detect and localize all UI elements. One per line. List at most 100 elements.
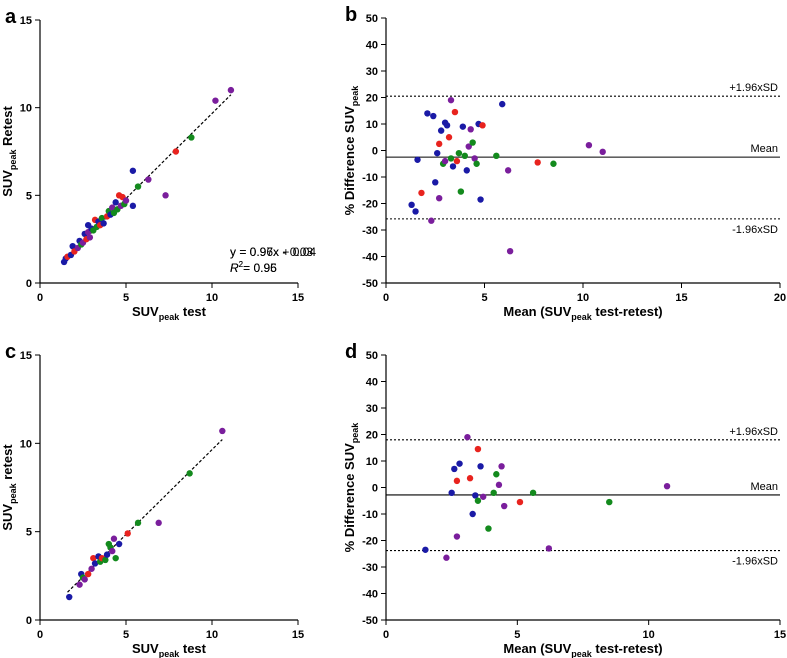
data-point	[463, 167, 470, 174]
y-axis-title: SUVpeak Retest	[0, 106, 18, 197]
data-point	[69, 242, 76, 250]
data-point	[506, 248, 514, 255]
data-point	[435, 140, 443, 148]
data-point	[534, 159, 541, 166]
x-tick-label: 0	[37, 629, 43, 641]
data-point	[109, 204, 116, 211]
y-tick-label: -30	[362, 562, 378, 574]
data-point	[445, 134, 453, 141]
data-point	[424, 110, 431, 117]
x-tick-label: 5	[481, 292, 487, 304]
data-point	[112, 199, 119, 206]
data-point	[453, 157, 461, 165]
y-tick-label: -30	[362, 225, 378, 237]
data-point	[443, 122, 451, 129]
y-tick-label: 10	[20, 103, 32, 115]
data-point	[479, 493, 487, 500]
x-tick-label: 0	[37, 292, 43, 304]
data-point	[448, 489, 455, 496]
x-axis-title: SUVpeak test	[132, 304, 207, 322]
data-point	[599, 148, 606, 156]
y-tick-label: -10	[362, 172, 378, 184]
data-point	[90, 554, 97, 562]
data-point	[449, 163, 457, 170]
upper-limit-label: +1.96xSD	[729, 82, 778, 94]
data-point	[479, 122, 486, 129]
data-point	[477, 196, 484, 203]
data-point	[102, 556, 109, 564]
data-point	[88, 565, 95, 572]
y-tick-label: 0	[372, 146, 378, 158]
data-point	[493, 152, 500, 159]
data-point	[186, 470, 193, 477]
data-point	[219, 427, 226, 435]
data-point	[81, 576, 88, 583]
y-tick-label: 20	[366, 430, 378, 442]
data-point	[414, 156, 421, 163]
data-point	[76, 581, 83, 588]
y-tick-label: 5	[26, 527, 32, 539]
data-point	[461, 152, 468, 159]
y-tick-label: 0	[26, 615, 32, 627]
data-point	[477, 463, 484, 470]
y-tick-label: 40	[366, 377, 378, 389]
data-point	[435, 195, 443, 202]
y-tick-label: 0	[26, 278, 32, 290]
data-point	[437, 127, 445, 134]
data-point	[432, 179, 439, 186]
y-tick-label: 0	[372, 483, 378, 495]
y-axis-title: % Difference SUVpeak	[342, 422, 360, 553]
data-point	[412, 208, 419, 215]
mean-label: Mean	[750, 143, 778, 155]
x-tick-label: 0	[383, 629, 389, 641]
data-point	[498, 463, 505, 470]
data-point	[490, 489, 497, 496]
x-axis-title: SUVpeak test	[132, 641, 207, 658]
lower-limit-label: -1.96xSD	[732, 224, 778, 236]
y-tick-label: 10	[366, 456, 378, 468]
regression-equation: y = 0.96x + 0.04	[230, 245, 316, 259]
data-point	[474, 445, 482, 453]
mean-label: Mean	[750, 481, 778, 493]
data-point	[110, 535, 118, 542]
data-point	[122, 197, 130, 204]
data-point	[408, 201, 415, 209]
data-point	[422, 546, 429, 553]
data-point	[504, 167, 512, 174]
data-point	[447, 96, 455, 104]
data-point	[112, 554, 119, 562]
data-point	[455, 149, 463, 157]
data-point	[428, 217, 435, 224]
data-point	[418, 189, 425, 197]
data-point	[473, 160, 480, 167]
y-tick-label: 20	[366, 93, 378, 105]
data-point	[66, 593, 73, 601]
data-point	[451, 465, 458, 473]
y-tick-label: -20	[362, 199, 378, 211]
y-tick-label: -40	[362, 252, 378, 264]
data-point	[550, 160, 557, 167]
y-tick-label: 5	[26, 190, 32, 202]
data-point	[98, 214, 106, 222]
x-tick-label: 5	[123, 629, 129, 641]
data-point	[451, 108, 459, 116]
data-point	[516, 498, 524, 506]
data-point	[188, 134, 195, 141]
chart-panel-d: d 0 5 10 15 -50 -40 -30 -20 -10 0 10 20 30 40 50 Mean (S…	[342, 341, 786, 658]
data-point	[129, 167, 137, 174]
data-point	[100, 220, 107, 227]
x-axis-title: Mean (SUVpeak test-retest)	[503, 641, 662, 658]
data-point	[155, 519, 162, 527]
x-tick-label: 15	[774, 629, 786, 641]
panel-letter: d	[345, 341, 357, 363]
x-tick-label: 20	[774, 292, 786, 304]
panel-letter: a	[5, 6, 17, 28]
data-point	[227, 86, 235, 94]
data-point	[467, 126, 474, 133]
data-point	[134, 183, 142, 190]
regression-equation: y = 0.97x - 0.03	[230, 245, 313, 259]
x-tick-label: 15	[292, 292, 304, 304]
data-point	[485, 525, 492, 532]
data-point	[465, 143, 472, 150]
data-point	[585, 142, 593, 149]
